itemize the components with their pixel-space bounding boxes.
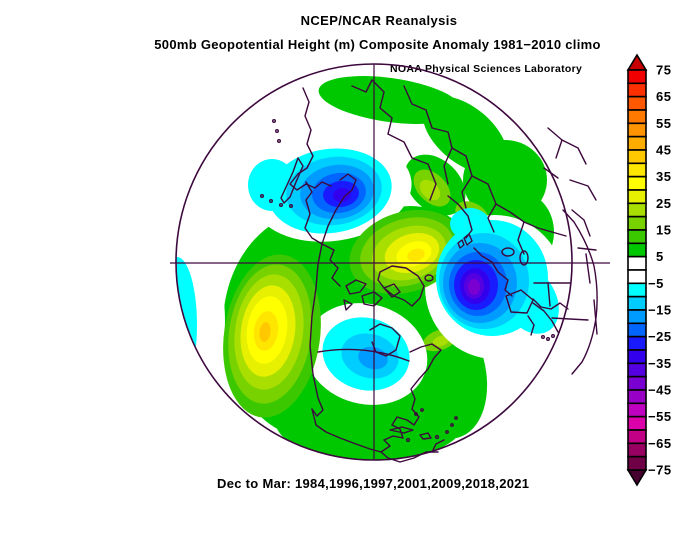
colorbar-tick-label: −5 — [648, 276, 664, 291]
colorbar-cell-35-40 — [627, 162, 647, 178]
coastline-north-america-west — [309, 173, 382, 453]
colorbar-cell-15-20 — [627, 215, 647, 231]
coastline-mediterranean — [532, 302, 559, 333]
colorbar-tick-label: −15 — [648, 302, 672, 317]
colorbar-cell--70--65 — [627, 442, 647, 458]
colorbar-tick-label: −75 — [648, 462, 672, 477]
coastline-africa — [532, 209, 598, 375]
colorbar-tick-label: 55 — [656, 116, 671, 131]
coastline-british-isles — [457, 233, 473, 249]
coastlines — [260, 79, 598, 463]
colorbar-cell--15--10 — [627, 295, 647, 311]
colorbar-cell--65--60 — [627, 429, 647, 445]
coastline-north-america-east — [380, 343, 442, 453]
colorbar-tick-label: 5 — [656, 249, 664, 264]
colorbar-cell-70-75 — [627, 69, 647, 85]
colorbar-tick-label: 45 — [656, 142, 671, 157]
colorbar-cell--30--25 — [627, 335, 647, 351]
coastline-hudson-bay — [369, 323, 401, 357]
colorbar-cell--10--5 — [627, 282, 647, 298]
colorbar-tick-label: −35 — [648, 356, 672, 371]
coastline-black-sea — [501, 247, 515, 257]
colorbar-cell-10-15 — [627, 229, 647, 245]
colorbar-under-arrow — [626, 469, 648, 487]
map-grid — [170, 63, 610, 461]
coastline-iceland — [424, 274, 434, 282]
anomaly-fill-level-37 — [407, 248, 425, 262]
colorbar-cell-45-50 — [627, 135, 647, 151]
anomaly-fill-level--32 — [333, 187, 351, 203]
coastline-caribbean — [389, 408, 458, 443]
coastline-arctic-canada — [304, 181, 341, 287]
colorbar-tick-label: −45 — [648, 382, 672, 397]
colorbar-tick-label: 15 — [656, 222, 671, 237]
colorbar-cell-0-5 — [627, 255, 647, 271]
colorbar-tick-label: 35 — [656, 169, 671, 184]
colorbar-cell--60--55 — [627, 415, 647, 431]
anomaly-contour-fills — [176, 76, 565, 460]
coastline-arctic-archipelago — [343, 279, 401, 311]
coastline-greenland — [377, 265, 425, 307]
colorbar-cell-65-70 — [627, 82, 647, 98]
borders-asia — [351, 79, 597, 255]
colorbar-cell-25-30 — [627, 189, 647, 205]
colorbar-tick-label: 65 — [656, 89, 671, 104]
coastline-siberia — [289, 87, 332, 191]
colorbar: 75 65 55 45 35 25 15 5 −5 −15 −25 −35 −45 −55 −65 −75 — [626, 53, 672, 487]
coastline-iberia — [505, 289, 534, 314]
colorbar-cell-50-55 — [627, 122, 647, 138]
colorbar-cell-30-35 — [627, 175, 647, 191]
colorbar-tick-label: −65 — [648, 436, 672, 451]
colorbar-cell--75--70 — [627, 455, 647, 471]
colorbar-cell--5-0 — [627, 269, 647, 285]
colorbar-cell--55--50 — [627, 402, 647, 418]
border-us-canada — [317, 348, 410, 362]
colorbar-tick-label: 75 — [656, 63, 671, 78]
colorbar-cell--50--45 — [627, 389, 647, 405]
composite-years-caption: Dec to Mar: 1984,1996,1997,2001,2009,201… — [217, 476, 530, 491]
title-line-2: 500mb Geopotential Height (m) Composite … — [154, 37, 601, 52]
anomaly-fill-level--42 — [468, 279, 480, 295]
coastline-europe — [473, 247, 513, 297]
coastline-caspian-sea — [519, 250, 529, 266]
coastline-scandinavia — [447, 195, 473, 239]
colorbar-tick-label: −25 — [648, 329, 672, 344]
colorbar-cell--35--30 — [627, 349, 647, 365]
colorbar-cell-20-25 — [627, 202, 647, 218]
colorbar-tick-label: −55 — [648, 409, 672, 424]
coastline-kamchatka — [280, 157, 304, 204]
colorbar-cell--25--20 — [627, 322, 647, 338]
anomaly-fill-level-42 — [259, 322, 271, 342]
agency-credit: NOAA Physical Sciences Laboratory — [390, 63, 583, 75]
colorbar-cell-55-60 — [627, 109, 647, 125]
colorbar-tick-label: 25 — [656, 196, 671, 211]
colorbar-over-arrow — [626, 53, 648, 71]
island-dashes — [260, 118, 294, 208]
coastline-italy — [527, 315, 535, 336]
colorbar-cell--20--15 — [627, 309, 647, 325]
anomaly-fill-level-22 — [432, 335, 450, 347]
colorbar-cell--40--35 — [627, 362, 647, 378]
title-line-1: NCEP/NCAR Reanalysis — [300, 13, 458, 28]
colorbar-cell-60-65 — [627, 95, 647, 111]
colorbar-cell-40-45 — [627, 149, 647, 165]
colorbar-cell-5-10 — [627, 242, 647, 258]
colorbar-cell--45--40 — [627, 375, 647, 391]
